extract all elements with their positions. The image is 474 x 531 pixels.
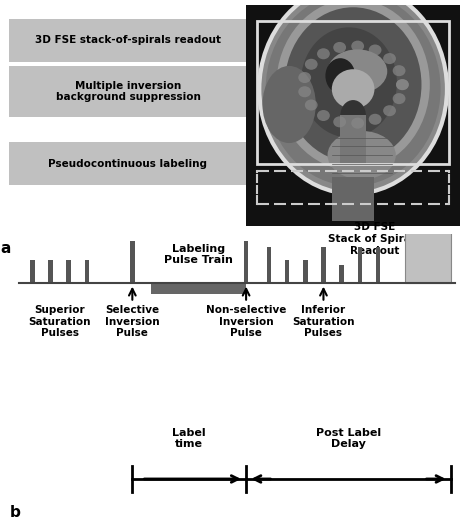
Bar — [321, 247, 326, 283]
Text: 3D FSE
Stack of Spirals
Readout: 3D FSE Stack of Spirals Readout — [328, 222, 421, 255]
Ellipse shape — [340, 100, 366, 131]
Bar — [303, 260, 308, 283]
Ellipse shape — [279, 1, 428, 168]
Ellipse shape — [328, 131, 396, 179]
Bar — [332, 177, 374, 221]
Text: Pseudocontinuous labeling: Pseudocontinuous labeling — [48, 159, 208, 168]
Ellipse shape — [333, 42, 346, 53]
Ellipse shape — [265, 0, 440, 186]
Ellipse shape — [317, 48, 330, 59]
Text: Post Label
Delay: Post Label Delay — [316, 427, 381, 449]
Ellipse shape — [325, 58, 355, 93]
Ellipse shape — [396, 79, 409, 90]
Ellipse shape — [383, 53, 396, 64]
Text: Superior
Saturation
Pulses: Superior Saturation Pulses — [28, 305, 91, 338]
Ellipse shape — [351, 118, 364, 129]
Text: Labeling
Pulse Train: Labeling Pulse Train — [164, 244, 233, 266]
Bar — [48, 260, 53, 283]
Bar — [9, 66, 246, 117]
Bar — [9, 142, 246, 185]
Ellipse shape — [259, 0, 447, 194]
Ellipse shape — [369, 114, 382, 125]
Ellipse shape — [301, 28, 397, 138]
Bar — [66, 260, 71, 283]
Text: Label
time: Label time — [173, 427, 206, 449]
Ellipse shape — [298, 72, 311, 83]
Ellipse shape — [298, 86, 311, 97]
Bar — [84, 260, 89, 283]
Bar — [405, 231, 451, 283]
Text: Inferior
Saturation
Pulses: Inferior Saturation Pulses — [292, 305, 355, 338]
Ellipse shape — [263, 66, 316, 143]
Ellipse shape — [392, 65, 405, 76]
Ellipse shape — [392, 93, 405, 104]
Ellipse shape — [305, 59, 318, 70]
Bar — [257, 21, 449, 164]
Bar — [9, 19, 246, 62]
Text: a: a — [0, 241, 10, 256]
Text: 3D FSE stack-of-spirals readout: 3D FSE stack-of-spirals readout — [35, 36, 221, 45]
Bar — [130, 242, 135, 283]
Ellipse shape — [396, 79, 409, 90]
Bar — [339, 265, 344, 283]
Ellipse shape — [383, 105, 396, 116]
Bar — [285, 260, 289, 283]
Text: Selective
Inversion
Pulse: Selective Inversion Pulse — [105, 305, 160, 338]
Bar — [266, 247, 271, 283]
Bar — [357, 247, 362, 283]
Text: Multiple inversion
background suppression: Multiple inversion background suppressio… — [55, 81, 201, 102]
Text: Non-selective
Inversion
Pulse: Non-selective Inversion Pulse — [206, 305, 286, 338]
Ellipse shape — [351, 40, 364, 52]
Ellipse shape — [317, 110, 330, 121]
Text: b: b — [9, 506, 20, 520]
Ellipse shape — [305, 99, 318, 110]
Bar — [376, 247, 380, 283]
Ellipse shape — [332, 69, 374, 109]
Ellipse shape — [328, 49, 387, 93]
Bar — [151, 283, 246, 294]
Bar — [340, 116, 366, 164]
Ellipse shape — [369, 45, 382, 56]
Bar — [30, 260, 35, 283]
Ellipse shape — [333, 116, 346, 127]
Bar — [244, 242, 248, 283]
